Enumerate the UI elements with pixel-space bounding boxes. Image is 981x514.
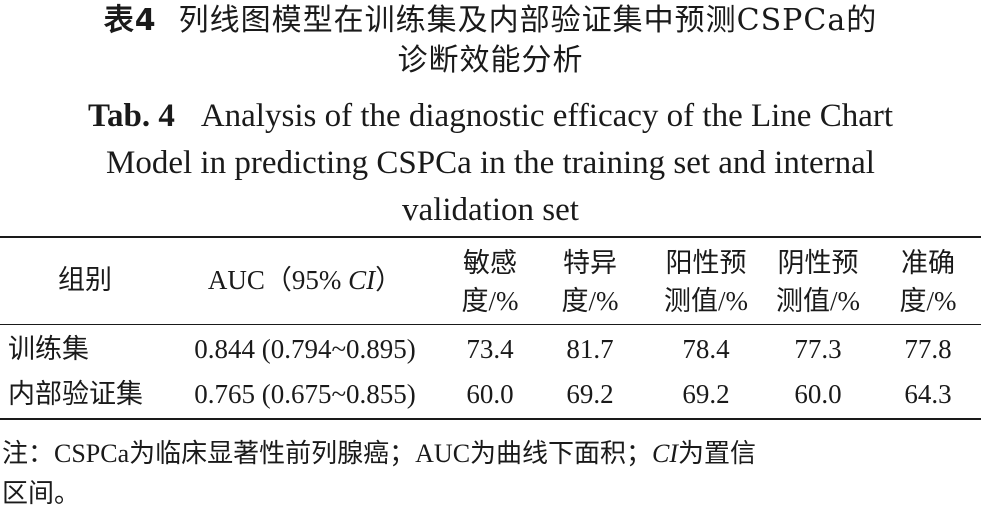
header-specificity-1: 特异 [563,248,617,278]
note-text: 注：CSPCa为临床显著性前列腺癌；AUC为曲线下面积； [2,439,653,468]
table-title-cn-text: 列线图模型在训练集及内部验证集中预测CSPCa的 [178,3,878,38]
header-group: 组别 [58,265,112,295]
header-sensitivity-1: 敏感 [463,248,517,278]
header-sensitivity-2: 度/% [461,286,519,316]
table-bottom-rule [0,418,981,420]
table-number-en: Tab. 4 [87,98,175,134]
table-top-rule [0,236,981,238]
table-number-cn: 表4 [103,3,157,38]
row-accuracy: 77.8 [904,334,952,364]
table-note-line2: 区间。 [2,479,81,508]
header-accuracy-1: 准确 [901,248,955,278]
table-title-en-line1: Tab. 4 Analysis of the diagnostic efficac… [0,94,981,139]
row-ppv: 69.2 [682,379,730,409]
table-title-en-line3: validation set [402,192,579,228]
header-npv-2: 测值/% [776,286,860,316]
table-title-en-text: Analysis of the diagnostic efficacy of t… [200,98,894,134]
row-npv: 60.0 [794,379,842,409]
row-npv: 77.3 [794,334,842,364]
header-auc-ci: CI [348,265,376,295]
table-title-cn-line1: 表4 列线图模型在训练集及内部验证集中预测CSPCa的 [0,2,981,40]
table-title-en-line2: Model in predicting CSPCa in the trainin… [106,145,875,181]
header-auc-close: ） [375,265,403,295]
row-accuracy: 64.3 [904,379,952,409]
header-auc-label: AUC（95% [207,265,349,295]
header-ppv-2: 测值/% [664,286,748,316]
row-sensitivity: 60.0 [466,379,514,409]
row-group: 训练集 [8,334,89,364]
row-group: 内部验证集 [8,379,143,409]
row-sensitivity: 73.4 [466,334,514,364]
header-specificity-2: 度/% [561,286,619,316]
table-note-line1: 注：CSPCa为临床显著性前列腺癌；AUC为曲线下面积；CI为置信 [2,434,977,474]
row-ppv: 78.4 [682,334,730,364]
row-specificity: 69.2 [566,379,614,409]
row-auc: 0.765 (0.675~0.855) [194,379,416,409]
note-ci: CI [652,439,679,468]
note-text-end: 为置信 [678,439,757,468]
table-header-rule [0,324,981,325]
header-npv-1: 阴性预 [777,248,859,278]
table-title-cn-line2: 诊断效能分析 [397,43,584,78]
header-accuracy-2: 度/% [899,286,957,316]
header-ppv-1: 阳性预 [665,248,747,278]
row-auc: 0.844 (0.794~0.895) [194,334,416,364]
row-specificity: 81.7 [566,334,614,364]
header-auc: AUC（95% CI） [185,262,425,298]
